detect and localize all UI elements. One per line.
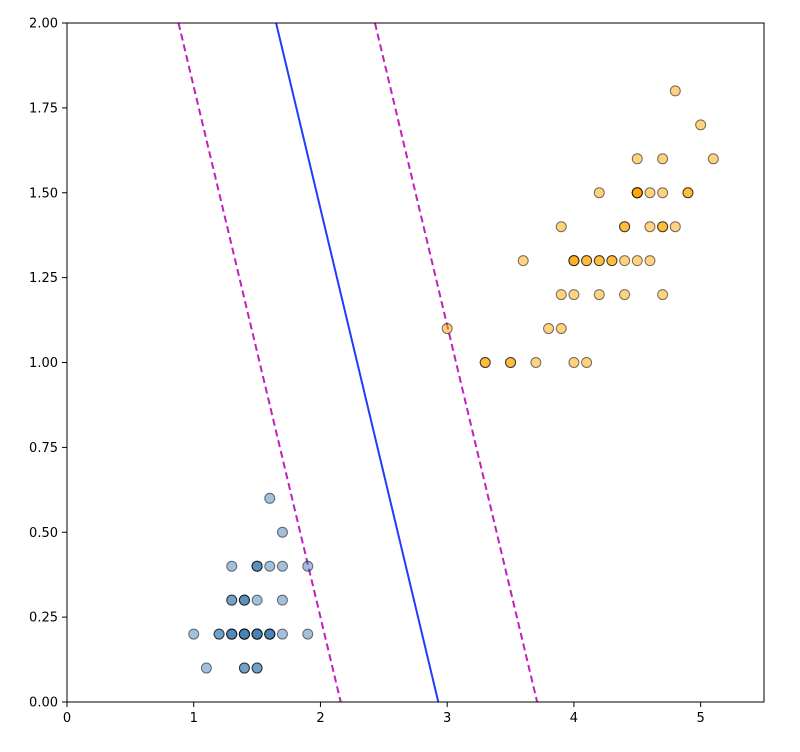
y-tick-label-5: 1.25 bbox=[29, 271, 58, 286]
y-tick-label-1: 0.25 bbox=[29, 611, 58, 626]
y-tick-label-2: 0.50 bbox=[29, 526, 58, 541]
point-s0-43 bbox=[264, 492, 276, 504]
point-s1-26 bbox=[669, 221, 681, 233]
point-s1-36 bbox=[657, 187, 669, 199]
point-s1-31 bbox=[530, 357, 542, 368]
point-s1-32 bbox=[555, 289, 567, 301]
point-s1-5 bbox=[631, 255, 643, 267]
point-s0-48 bbox=[251, 628, 263, 640]
point-s1-11 bbox=[593, 187, 605, 199]
point-s0-26 bbox=[264, 560, 276, 572]
point-s1-14 bbox=[517, 255, 529, 267]
point-s0-19 bbox=[251, 594, 263, 606]
x-tick-label-0: 0 bbox=[63, 711, 71, 726]
points-layer bbox=[188, 85, 719, 674]
x-tick-label-1: 1 bbox=[190, 711, 198, 726]
point-s1-40 bbox=[619, 289, 631, 301]
point-s1-48 bbox=[441, 323, 453, 335]
lines-layer bbox=[177, 23, 539, 702]
point-s1-41 bbox=[644, 221, 656, 233]
point-s0-5 bbox=[276, 560, 288, 572]
x-tick-label-4: 4 bbox=[570, 711, 578, 726]
point-s1-8 bbox=[644, 255, 656, 267]
point-s1-30 bbox=[543, 323, 555, 335]
point-s0-32 bbox=[251, 662, 263, 674]
point-s1-42 bbox=[568, 289, 580, 301]
y-tick-label-7: 1.75 bbox=[29, 101, 58, 116]
point-s1-33 bbox=[707, 153, 719, 165]
point-s1-6 bbox=[657, 153, 669, 165]
x-tick-label-3: 3 bbox=[443, 711, 451, 726]
point-s0-31 bbox=[251, 560, 263, 572]
point-s0-22 bbox=[188, 628, 200, 640]
point-s1-9 bbox=[555, 221, 567, 233]
point-s1-13 bbox=[657, 221, 669, 233]
point-s1-43 bbox=[479, 357, 491, 368]
point-s1-27 bbox=[695, 119, 707, 131]
point-s0-20 bbox=[276, 628, 288, 640]
y-tick-label-3: 0.75 bbox=[29, 441, 58, 456]
point-s1-37 bbox=[619, 255, 631, 267]
point-s0-16 bbox=[226, 560, 238, 572]
point-s1-34 bbox=[631, 187, 643, 199]
margin-line-2 bbox=[373, 23, 539, 702]
point-s1-46 bbox=[593, 255, 605, 267]
point-s1-22 bbox=[682, 187, 694, 199]
point-s1-12 bbox=[568, 357, 580, 368]
x-axis: 0 1 2 3 4 5 bbox=[63, 702, 705, 726]
y-tick-label-8: 2.00 bbox=[29, 17, 58, 32]
point-s0-24 bbox=[302, 628, 314, 640]
point-s0-35 bbox=[213, 628, 225, 640]
x-tick-label-5: 5 bbox=[696, 711, 704, 726]
point-s1-4 bbox=[644, 187, 656, 199]
decision-boundary-line bbox=[275, 23, 440, 702]
point-s1-49 bbox=[581, 255, 593, 267]
x-tick-label-2: 2 bbox=[316, 711, 324, 726]
point-s0-37 bbox=[238, 662, 250, 674]
point-s1-20 bbox=[669, 85, 681, 97]
point-s0-49 bbox=[238, 628, 250, 640]
margin-line-1 bbox=[177, 23, 342, 702]
point-s1-35 bbox=[631, 153, 643, 165]
point-s0-42 bbox=[226, 628, 238, 640]
y-tick-label-4: 1.00 bbox=[29, 356, 58, 371]
point-s1-23 bbox=[657, 289, 669, 301]
point-s0-13 bbox=[200, 662, 212, 674]
point-s1-17 bbox=[581, 357, 593, 368]
y-tick-label-0: 0.00 bbox=[29, 696, 58, 711]
point-s0-18 bbox=[276, 594, 288, 606]
point-s1-29 bbox=[505, 357, 517, 368]
point-s0-45 bbox=[238, 594, 250, 606]
point-s1-45 bbox=[593, 289, 605, 301]
plot-frame bbox=[66, 22, 765, 703]
point-s0-23 bbox=[276, 526, 288, 538]
point-s0-41 bbox=[226, 594, 238, 606]
point-s1-25 bbox=[619, 221, 631, 233]
point-s1-19 bbox=[555, 323, 567, 335]
point-s0-46 bbox=[264, 628, 276, 640]
y-tick-label-6: 1.50 bbox=[29, 186, 58, 201]
point-s0-44 bbox=[302, 560, 314, 572]
point-s1-47 bbox=[606, 255, 618, 267]
y-axis: 0.00 0.25 0.50 0.75 1.00 1.25 1.50 1.75 2.00 bbox=[29, 17, 67, 711]
point-s1-39 bbox=[568, 255, 580, 267]
